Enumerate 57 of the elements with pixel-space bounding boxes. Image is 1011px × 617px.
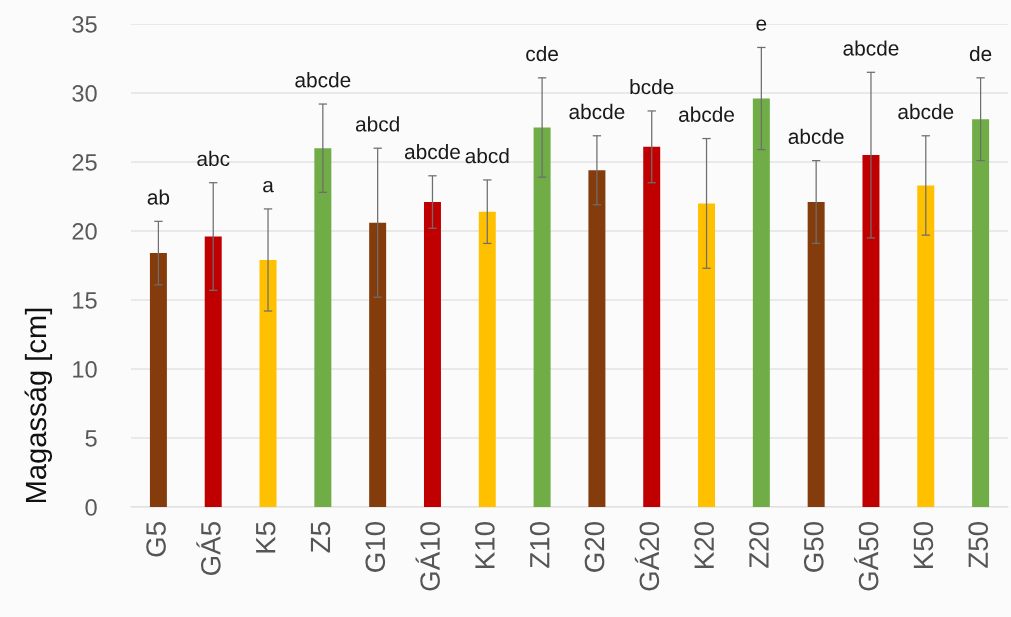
y-tick-label: 35 (72, 16, 97, 33)
annotation: abcde (788, 128, 844, 144)
bar (478, 211, 496, 507)
x-tick-label: GÁ50 (854, 521, 879, 591)
x-tick-label: Z50 (968, 521, 989, 568)
annotation: abcde (843, 40, 899, 56)
annotation: e (756, 19, 767, 31)
y-tick-label: 25 (72, 154, 97, 171)
bar (643, 146, 661, 507)
annotation: abcd (465, 148, 509, 164)
annotation: bcde (630, 79, 674, 95)
x-tick-label: G10 (365, 521, 386, 572)
annotation: abcde (679, 106, 734, 122)
x-tick-label: Z5 (310, 522, 331, 553)
y-axis-title: Magasság [cm] (24, 308, 53, 503)
annotation: abcde (569, 103, 625, 120)
annotation: abcde (404, 143, 460, 160)
x-tick-label: GÁ10 (415, 521, 440, 591)
annotation: abcde (898, 103, 954, 120)
annotation: de (969, 45, 992, 62)
annotation: abcde (295, 72, 351, 88)
y-tick-label: 20 (72, 223, 97, 240)
annotation: ab (147, 189, 170, 205)
bar (807, 202, 825, 507)
x-tick-label: K20 (694, 521, 714, 569)
bar (917, 185, 935, 507)
x-tick-label: GÁ5 (196, 522, 221, 576)
bar (752, 98, 770, 507)
bar (369, 222, 387, 507)
annotation: cde (526, 45, 558, 62)
bar (204, 236, 222, 507)
bar (972, 119, 990, 507)
y-tick-label: 15 (73, 292, 97, 309)
y-tick-label: 5 (85, 430, 97, 447)
y-tick-label: 0 (85, 499, 97, 516)
x-tick-label: Z10 (529, 521, 550, 568)
bar (698, 203, 716, 507)
y-tick-label: 10 (73, 361, 97, 378)
x-tick-label: K10 (475, 521, 495, 569)
bar (423, 202, 441, 507)
bar (259, 259, 277, 507)
annotation: abcd (355, 116, 399, 132)
bar (533, 127, 551, 507)
bar (588, 170, 606, 507)
x-tick-label: K50 (913, 521, 934, 569)
x-tick-label: Z20 (749, 521, 769, 568)
annotation: a (263, 180, 274, 193)
bar (862, 155, 880, 507)
bar (149, 253, 167, 507)
x-tick-label: G5 (146, 522, 166, 557)
x-tick-label: GÁ20 (634, 521, 660, 591)
x-tick-label: K5 (256, 522, 276, 553)
annotation: abc (197, 150, 230, 167)
y-tick-label: 30 (72, 85, 97, 102)
bar (314, 148, 332, 507)
x-tick-label: G50 (803, 521, 824, 572)
x-tick-label: G20 (584, 521, 605, 572)
